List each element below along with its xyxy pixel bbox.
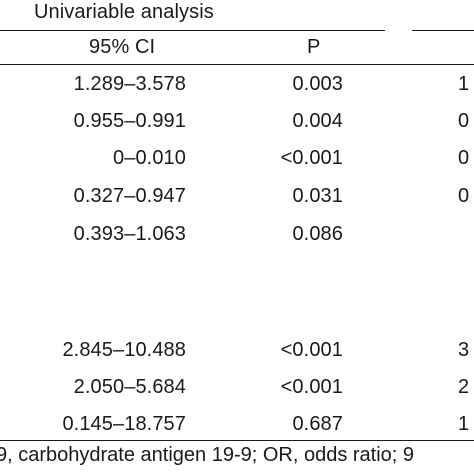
table-row-2-ci: 0–0.010 bbox=[113, 147, 186, 169]
table-row-4-p: 0.086 bbox=[292, 223, 343, 245]
table-row-0-p: 0.003 bbox=[292, 73, 343, 95]
table-row-1-p: 0.004 bbox=[292, 110, 343, 132]
bottom-rule bbox=[0, 440, 474, 441]
table-row-7-clipped: 1 bbox=[458, 413, 470, 435]
table-row-5-clipped: 3 bbox=[458, 339, 470, 361]
header-rule-left bbox=[0, 30, 385, 31]
table-row-2-p: <0.001 bbox=[280, 147, 343, 169]
table-row-1-clipped: 0 bbox=[458, 110, 470, 132]
footnote: 9, carbohydrate antigen 19-9; OR, odds r… bbox=[0, 444, 415, 466]
table-row-1-ci: 0.955–0.991 bbox=[73, 110, 186, 132]
table-row-3-clipped: 0 bbox=[458, 185, 470, 207]
table-row-5-ci: 2.845–10.488 bbox=[62, 339, 186, 361]
column-header-ci: 95% CI bbox=[89, 36, 156, 58]
table-row-7-p: 0.687 bbox=[292, 413, 343, 435]
table-row-3-ci: 0.327–0.947 bbox=[73, 185, 186, 207]
table-row-6-ci: 2.050–5.684 bbox=[73, 376, 186, 398]
column-header-rule bbox=[0, 64, 474, 65]
table-row-6-p: <0.001 bbox=[280, 376, 343, 398]
column-header-p: P bbox=[307, 36, 321, 58]
table-row-0-ci: 1.289–3.578 bbox=[73, 73, 186, 95]
table-row-4-ci: 0.393–1.063 bbox=[73, 223, 186, 245]
table-row-0-clipped: 1 bbox=[458, 73, 470, 95]
table-row-5-p: <0.001 bbox=[280, 339, 343, 361]
table-row-6-clipped: 2 bbox=[458, 376, 470, 398]
table-row-3-p: 0.031 bbox=[292, 185, 343, 207]
group-header: Univariable analysis bbox=[34, 1, 214, 23]
table-row-2-clipped: 0 bbox=[458, 147, 470, 169]
table-row-7-ci: 0.145–18.757 bbox=[62, 413, 186, 435]
header-rule-right bbox=[412, 30, 474, 31]
